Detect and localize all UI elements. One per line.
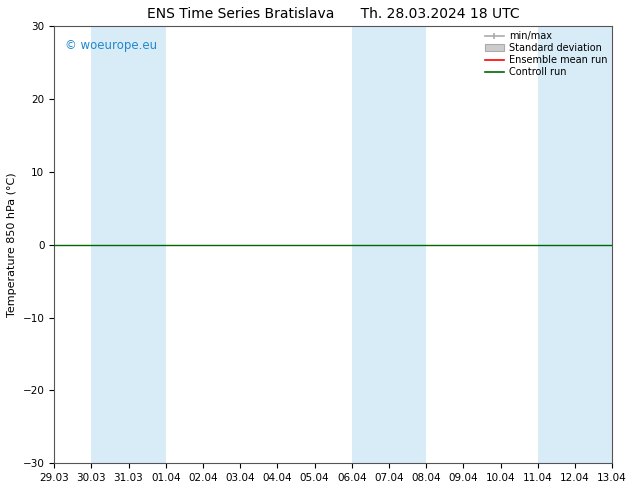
Bar [129, 26, 165, 464]
Legend: min/max, Standard deviation, Ensemble mean run, Controll run: min/max, Standard deviation, Ensemble me… [482, 29, 609, 79]
Y-axis label: Temperature 850 hPa (°C): Temperature 850 hPa (°C) [7, 172, 17, 317]
Bar [389, 26, 426, 464]
Bar [538, 26, 575, 464]
Bar [575, 26, 612, 464]
Title: ENS Time Series Bratislava      Th. 28.03.2024 18 UTC: ENS Time Series Bratislava Th. 28.03.202… [147, 7, 519, 21]
Bar [352, 26, 389, 464]
Text: © woeurope.eu: © woeurope.eu [65, 39, 157, 52]
Bar [91, 26, 129, 464]
